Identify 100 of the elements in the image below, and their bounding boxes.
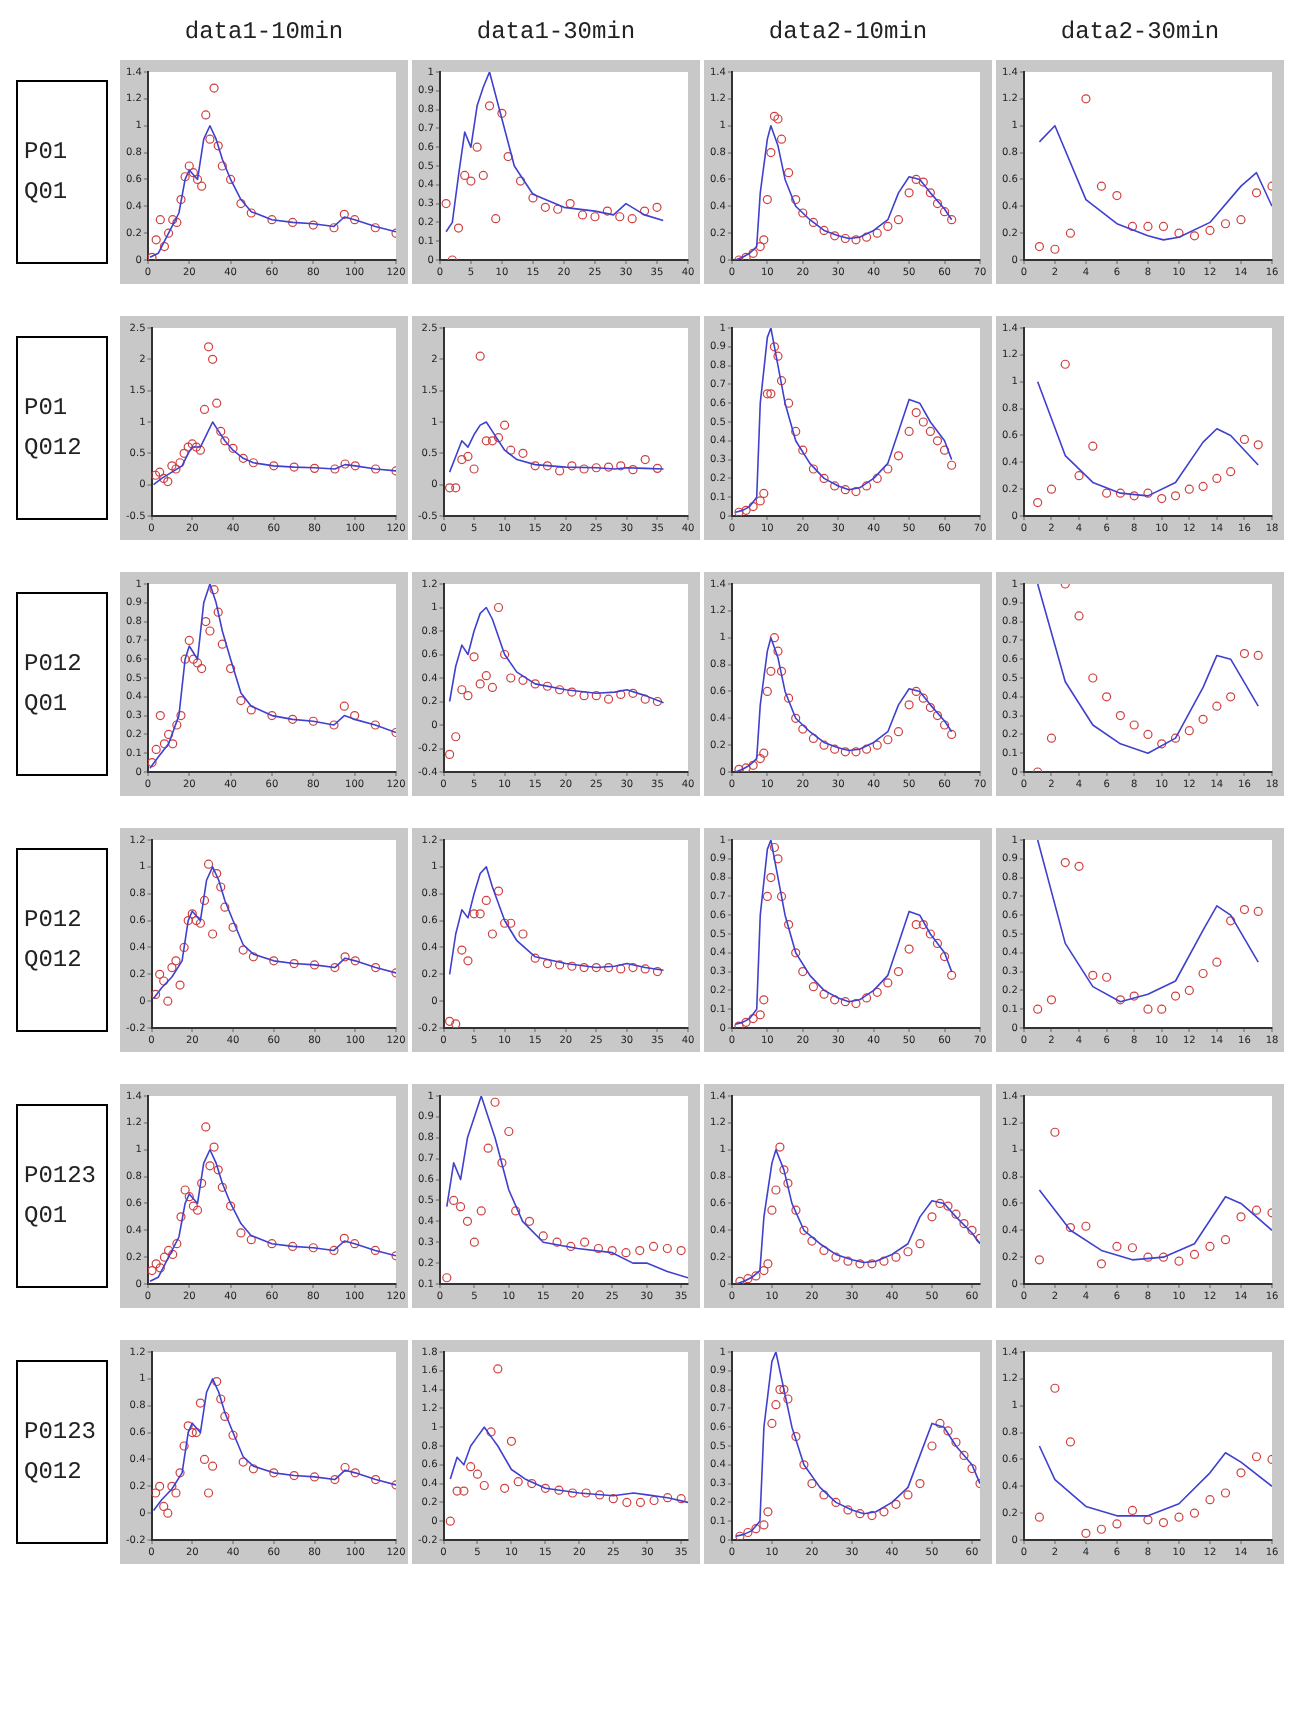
point [676, 1494, 686, 1504]
point [555, 466, 565, 476]
point [475, 679, 485, 689]
point [159, 473, 169, 483]
point [741, 763, 751, 772]
point [1158, 1252, 1169, 1262]
point [893, 451, 904, 461]
point [1088, 970, 1098, 980]
point [771, 1185, 781, 1195]
point [246, 208, 256, 218]
point [1050, 1383, 1060, 1393]
chart-title: data1-10min [184, 16, 344, 50]
point [1065, 1223, 1076, 1233]
point [163, 1508, 173, 1518]
point [457, 945, 467, 955]
point [452, 1486, 462, 1496]
point [1236, 1212, 1246, 1222]
point [350, 461, 360, 471]
point [167, 461, 177, 471]
point [171, 1488, 181, 1498]
point [168, 739, 178, 749]
point [1088, 673, 1098, 683]
point [819, 225, 829, 236]
point [932, 938, 943, 948]
point [518, 675, 528, 685]
point [203, 342, 214, 352]
point [1129, 991, 1139, 1001]
y-axis-title: P01 Q012 [16, 336, 108, 520]
point [640, 694, 650, 704]
point [872, 228, 882, 238]
point [830, 744, 840, 754]
point [1205, 1495, 1215, 1505]
point [918, 417, 928, 427]
point [155, 215, 165, 225]
point [500, 918, 510, 928]
point [213, 607, 223, 617]
point [1102, 692, 1112, 702]
point [1115, 995, 1125, 1005]
point [155, 467, 165, 477]
point [891, 1499, 901, 1509]
point [187, 439, 197, 449]
point [203, 859, 214, 869]
point [1198, 714, 1208, 724]
point [735, 1276, 745, 1284]
point [506, 445, 516, 455]
point [463, 956, 473, 966]
point [475, 909, 485, 919]
point [197, 664, 207, 674]
point [147, 1265, 157, 1276]
point [213, 141, 223, 151]
point [493, 433, 504, 443]
point [163, 228, 174, 238]
point [840, 747, 850, 757]
point [212, 398, 222, 408]
y-axis-title: P01 Q01 [16, 80, 108, 264]
point [462, 1216, 473, 1226]
point [183, 915, 193, 926]
point [481, 895, 491, 906]
point [743, 1527, 753, 1538]
point [808, 982, 819, 992]
point [308, 1243, 318, 1253]
point [1060, 857, 1070, 868]
point [197, 1178, 207, 1188]
point [784, 693, 794, 703]
point [755, 1010, 765, 1020]
point [209, 1142, 219, 1152]
point [943, 1426, 953, 1436]
point [340, 1462, 350, 1473]
point [192, 658, 203, 668]
point [220, 902, 230, 912]
point [340, 952, 350, 962]
point [339, 701, 349, 711]
point [518, 929, 528, 939]
point [1112, 190, 1122, 201]
point [191, 442, 201, 452]
point [773, 351, 783, 361]
point [627, 214, 637, 224]
point [872, 473, 882, 483]
point [159, 241, 170, 252]
point [288, 217, 298, 227]
point [1129, 491, 1139, 501]
point [603, 462, 614, 472]
point [339, 209, 349, 219]
point [151, 744, 161, 755]
point [213, 1165, 223, 1175]
point [635, 1245, 645, 1256]
point [370, 720, 380, 730]
point [1239, 904, 1250, 915]
point [775, 1385, 785, 1395]
point [843, 1505, 853, 1515]
point [475, 351, 485, 361]
point [370, 1245, 380, 1256]
point [883, 464, 893, 474]
point [759, 1265, 769, 1276]
point [350, 711, 360, 721]
point [763, 1259, 773, 1269]
point [1198, 968, 1208, 979]
point [1212, 473, 1222, 483]
point [1143, 1252, 1153, 1262]
point [1046, 484, 1057, 494]
